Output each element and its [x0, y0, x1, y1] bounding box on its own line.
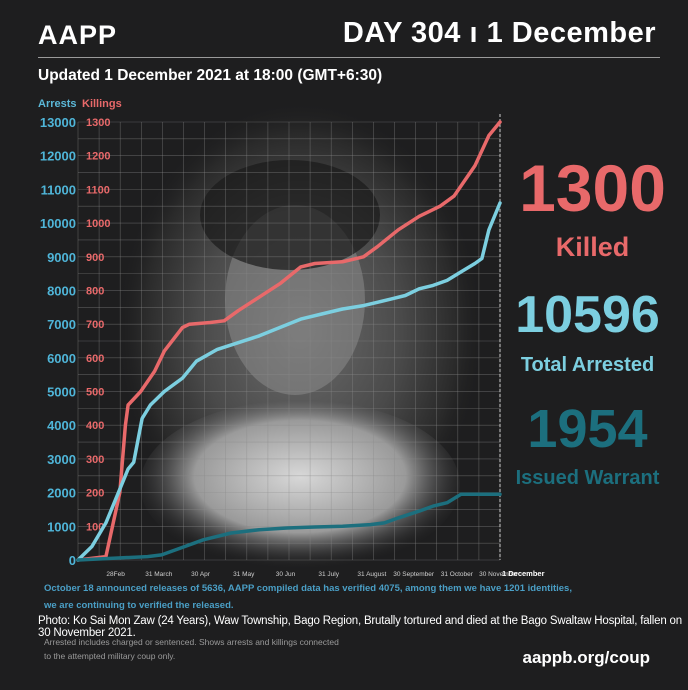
header-divider	[38, 57, 660, 58]
source-url: aappb.org/coup	[522, 648, 651, 667]
series-line-issued-warrant	[76, 492, 502, 562]
series-line-arrests	[76, 201, 502, 562]
y-right-tick-label: 300	[86, 454, 104, 466]
portrait-photo	[115, 100, 485, 570]
y-left-tick-label: 0	[69, 553, 76, 568]
y-left-tick-label: 7000	[47, 317, 76, 332]
y-left-tick-label: 5000	[47, 385, 76, 400]
x-tick-label: 31 August	[357, 571, 386, 578]
y-right-tick-label: 900	[86, 252, 104, 264]
x-tick-label: 30 Apr	[191, 571, 211, 578]
y-left-tick-label: 1000	[47, 519, 76, 534]
y-left-tick-label: 13000	[40, 115, 76, 130]
legend-arrests: Arrests	[38, 98, 77, 110]
y-left-tick-label: 4000	[47, 418, 76, 433]
y-left-tick-label: 10000	[40, 216, 76, 231]
x-tick-label: 1 December	[502, 569, 545, 578]
y-right-tick-label: 700	[86, 319, 104, 331]
y-left-tick-label: 12000	[40, 149, 76, 164]
y-right-tick-label: 1100	[86, 184, 110, 196]
arrested-count: 10596	[515, 286, 660, 344]
updated-timestamp: Updated 1 December 2021 at 18:00 (GMT+6:…	[38, 67, 383, 84]
y-left-tick-label: 9000	[47, 250, 76, 265]
y-left-tick-label: 2000	[47, 486, 76, 501]
x-tick-label: 31 October	[441, 571, 474, 578]
y-left-tick-label: 6000	[47, 351, 76, 366]
killed-count: 1300	[519, 151, 666, 225]
x-tick-label: 31 May	[233, 571, 255, 578]
x-tick-label: 30 September	[393, 571, 435, 578]
y-right-tick-label: 400	[86, 420, 104, 432]
day-counter: DAY 304 ı 1 December	[342, 17, 656, 49]
x-tick-label: 30 November	[479, 571, 519, 578]
footnote-line2: to the attempted military coup only.	[44, 651, 176, 661]
y-right-tick-label: 1300	[86, 117, 110, 129]
y-left-tick-label: 3000	[47, 452, 76, 467]
x-tick-label: 28Feb	[106, 571, 125, 578]
photo-caption: Photo: Ko Sai Mon Zaw (24 Years), Waw To…	[38, 615, 682, 639]
release-note-line1: October 18 announced releases of 5636, A…	[44, 583, 572, 594]
release-note-line2: we are continuing to verified the releas…	[44, 600, 234, 611]
killed-label: Killed	[555, 232, 630, 262]
chart-grid	[77, 114, 501, 561]
y-right-tick-label: 1200	[86, 151, 110, 163]
series-line-killings	[76, 120, 502, 562]
warrant-label: Issued Warrant	[515, 467, 660, 489]
chart-axes: 0 1000 2000 3000 4000 5000 6000 7000 8000 9000 100…	[40, 115, 545, 578]
chart-series	[76, 120, 502, 562]
footnote-line1: Arrested includes charged or sentenced. …	[44, 637, 339, 647]
x-tick-label: 31 March	[145, 571, 172, 578]
legend-killings: Killings	[82, 98, 122, 110]
y-right-tick-label: 600	[86, 353, 104, 365]
arrested-label: Total Arrested	[520, 354, 655, 376]
x-tick-label: 31 July	[318, 571, 339, 578]
org-title: AAPP	[38, 20, 118, 50]
x-tick-label: 30 Jun	[276, 571, 296, 578]
y-right-tick-label: 500	[86, 387, 104, 399]
warrant-count: 1954	[527, 399, 648, 459]
y-left-tick-label: 11000	[41, 182, 76, 197]
y-right-tick-label: 200	[86, 488, 104, 500]
y-left-tick-label: 8000	[47, 283, 76, 298]
y-right-tick-label: 1000	[86, 218, 110, 230]
y-right-tick-label: 800	[86, 285, 104, 297]
